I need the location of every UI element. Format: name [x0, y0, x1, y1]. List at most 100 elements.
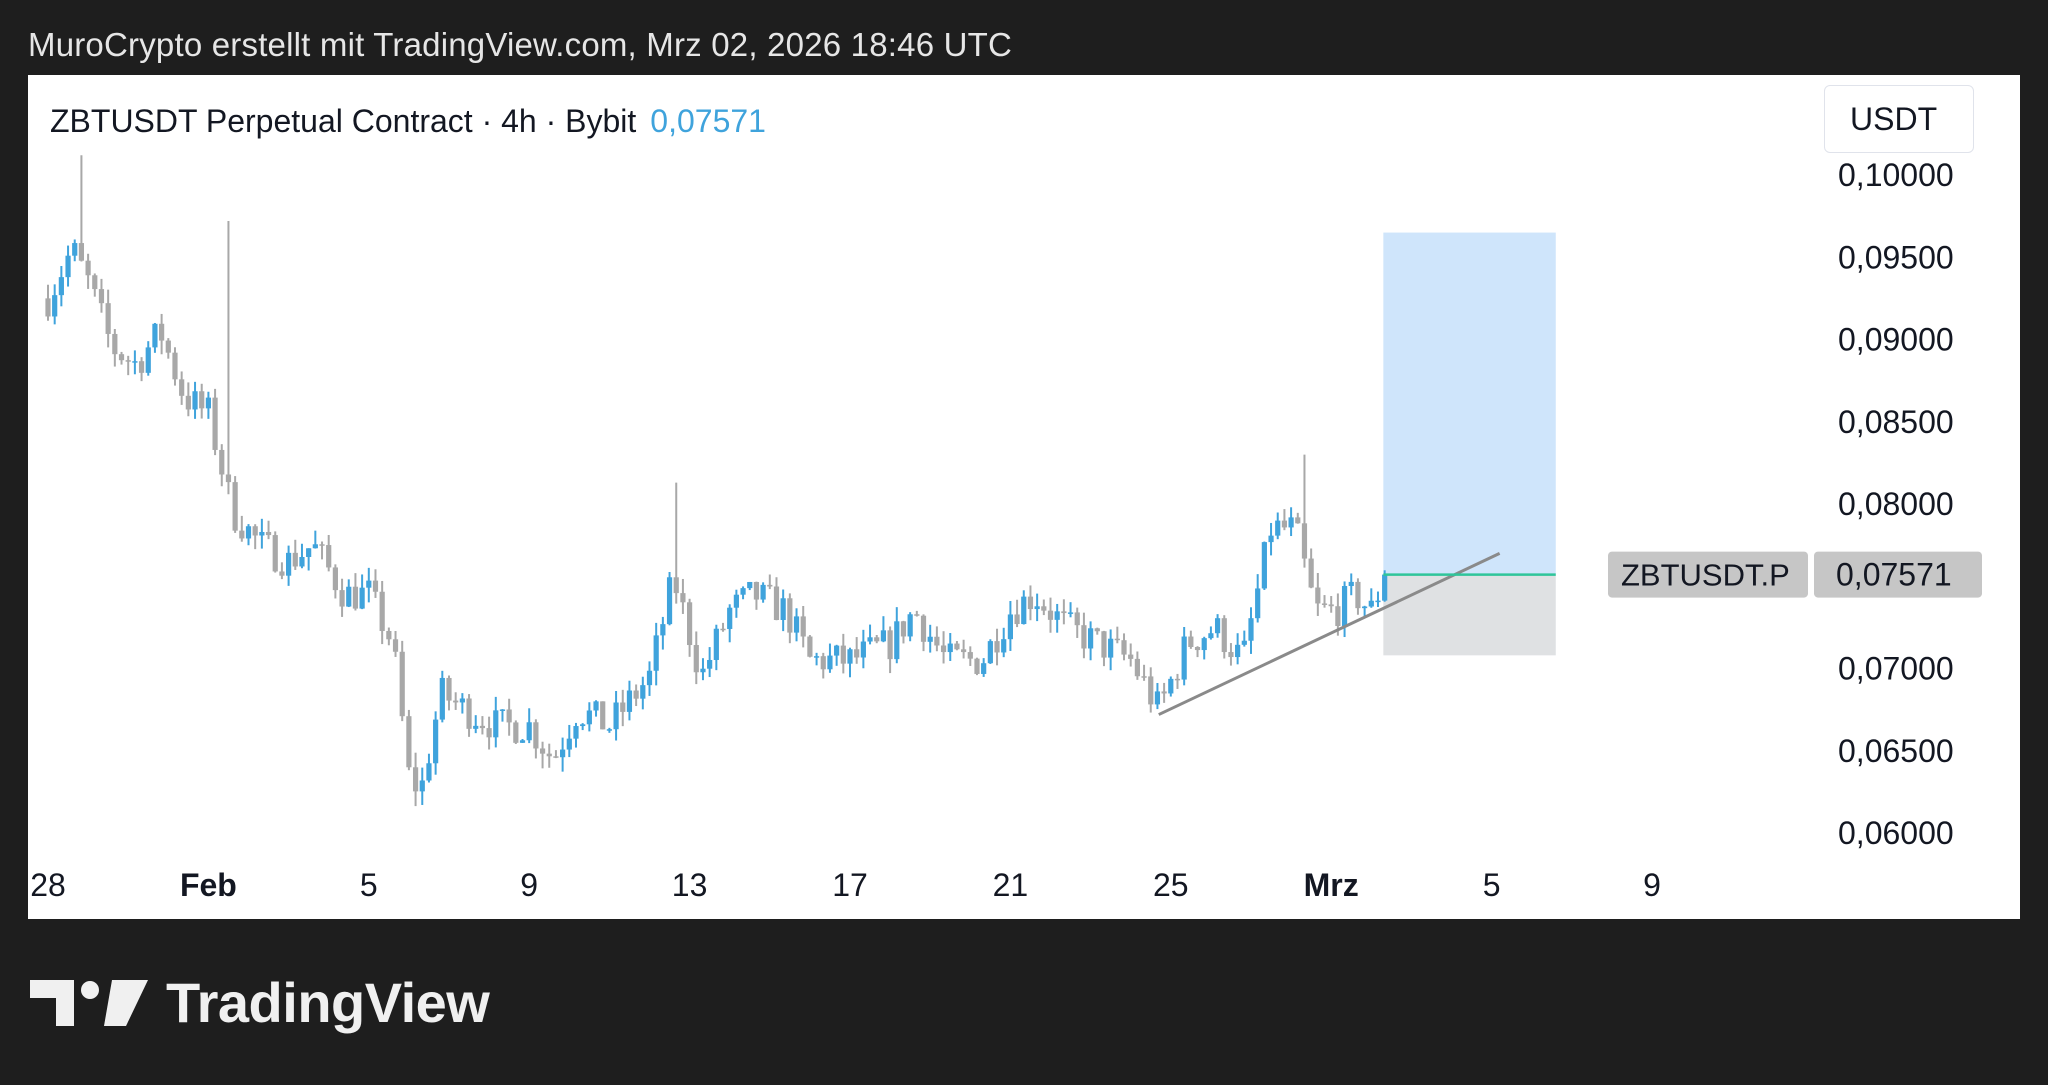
- candle: [45, 284, 51, 321]
- candle: [493, 696, 499, 748]
- candle-body: [600, 701, 606, 730]
- candle-body: [1301, 523, 1308, 559]
- candle: [286, 545, 292, 586]
- candle-body: [212, 397, 218, 450]
- chart-attribution: MuroCrypto erstellt mit TradingView.com,…: [28, 26, 1013, 63]
- candle: [1007, 601, 1013, 651]
- candle-body: [372, 580, 379, 592]
- candle: [1168, 676, 1174, 697]
- candle: [693, 631, 699, 685]
- candle-body: [1348, 581, 1354, 587]
- candle: [760, 582, 766, 603]
- candle-body: [840, 645, 846, 664]
- candle-body: [1308, 558, 1314, 588]
- candle-body: [954, 643, 960, 650]
- time-axis[interactable]: 28 Feb 5 9 13 17 21 25 Mrz 5 9: [30, 867, 1661, 903]
- candle: [1108, 629, 1114, 671]
- symbol-legend[interactable]: ZBTUSDT Perpetual Contract · 4h · Bybit 0…: [50, 103, 766, 140]
- time-tick-label: 21: [993, 867, 1029, 903]
- candle: [947, 633, 953, 661]
- candle: [446, 675, 452, 711]
- price-tick-label: 0,08500: [1838, 404, 1954, 440]
- candle-body: [225, 474, 232, 483]
- candle: [1034, 593, 1040, 622]
- candle: [1067, 602, 1074, 618]
- candlestick-chart[interactable]: 0,10000 0,09500 0,09000 0,08500 0,08000 0,070…: [28, 75, 2020, 919]
- candle-body: [539, 748, 546, 754]
- candle: [1061, 599, 1067, 625]
- time-tick-label: 13: [672, 867, 708, 903]
- candle: [1355, 578, 1361, 615]
- candle-body: [386, 631, 392, 640]
- candle: [419, 767, 425, 805]
- candle: [466, 694, 472, 737]
- candle: [1121, 633, 1127, 661]
- time-tick-label: 28: [30, 867, 66, 903]
- candle-body: [1208, 633, 1214, 639]
- position-zones: [1383, 232, 1556, 656]
- candle-body: [339, 590, 345, 607]
- candle: [640, 676, 646, 710]
- candle-body: [920, 615, 927, 642]
- candle-body: [834, 645, 840, 656]
- candle: [834, 644, 840, 666]
- price-tick-label: 0,06500: [1838, 733, 1954, 769]
- candle-body: [426, 763, 432, 781]
- candle: [85, 253, 91, 289]
- candle: [486, 716, 492, 750]
- candle: [513, 720, 519, 745]
- candle: [439, 670, 445, 723]
- last-price-tag: ZBTUSDT.P 0,07571: [1608, 551, 1982, 598]
- candle-body: [446, 677, 452, 701]
- candle: [586, 702, 592, 732]
- candle-body: [419, 780, 425, 792]
- candle: [827, 643, 833, 673]
- candle: [620, 689, 626, 727]
- candle: [1128, 643, 1134, 667]
- candle: [118, 351, 125, 365]
- candle-body: [406, 716, 412, 768]
- candle: [392, 631, 399, 657]
- candle: [707, 647, 713, 678]
- candle-body: [847, 649, 853, 664]
- candle-body: [880, 630, 887, 642]
- currency-label: USDT: [1850, 100, 1938, 137]
- candle: [453, 692, 459, 710]
- candle-body: [1121, 640, 1127, 655]
- candle-body: [700, 668, 706, 673]
- candle: [1221, 615, 1227, 659]
- candle-body: [392, 639, 399, 652]
- candle-body: [1054, 611, 1060, 620]
- tradingview-logo-icon: [30, 979, 148, 1026]
- candle: [773, 577, 780, 621]
- candle: [519, 738, 526, 743]
- candle: [259, 518, 265, 549]
- currency-button[interactable]: USDT: [1824, 85, 1974, 153]
- candle: [292, 539, 298, 570]
- candle-body: [459, 698, 465, 703]
- price-axis[interactable]: 0,10000 0,09500 0,09000 0,08500 0,08000 0,070…: [1608, 157, 1982, 851]
- candle-body: [560, 749, 566, 758]
- time-tick-label: 5: [1483, 867, 1501, 903]
- candle-body: [85, 260, 91, 276]
- candle-body: [987, 641, 993, 664]
- candle-body: [45, 298, 51, 317]
- candle-body: [940, 645, 947, 653]
- candle: [1081, 612, 1087, 659]
- candle: [560, 737, 566, 772]
- candle: [366, 567, 372, 603]
- support-trendline: [1158, 551, 1501, 716]
- candle: [1088, 621, 1094, 661]
- candle: [319, 541, 325, 560]
- candle: [58, 266, 64, 307]
- candle: [199, 383, 205, 419]
- candle: [1301, 454, 1308, 568]
- candle: [820, 652, 826, 679]
- chart-panel[interactable]: 0,10000 0,09500 0,09000 0,08500 0,08000 0,070…: [28, 75, 2020, 919]
- candle-body: [874, 637, 880, 642]
- candle-body: [593, 701, 599, 711]
- candle-body: [727, 607, 733, 629]
- candle: [940, 631, 947, 664]
- candle: [626, 680, 633, 721]
- candle-body: [1188, 636, 1194, 648]
